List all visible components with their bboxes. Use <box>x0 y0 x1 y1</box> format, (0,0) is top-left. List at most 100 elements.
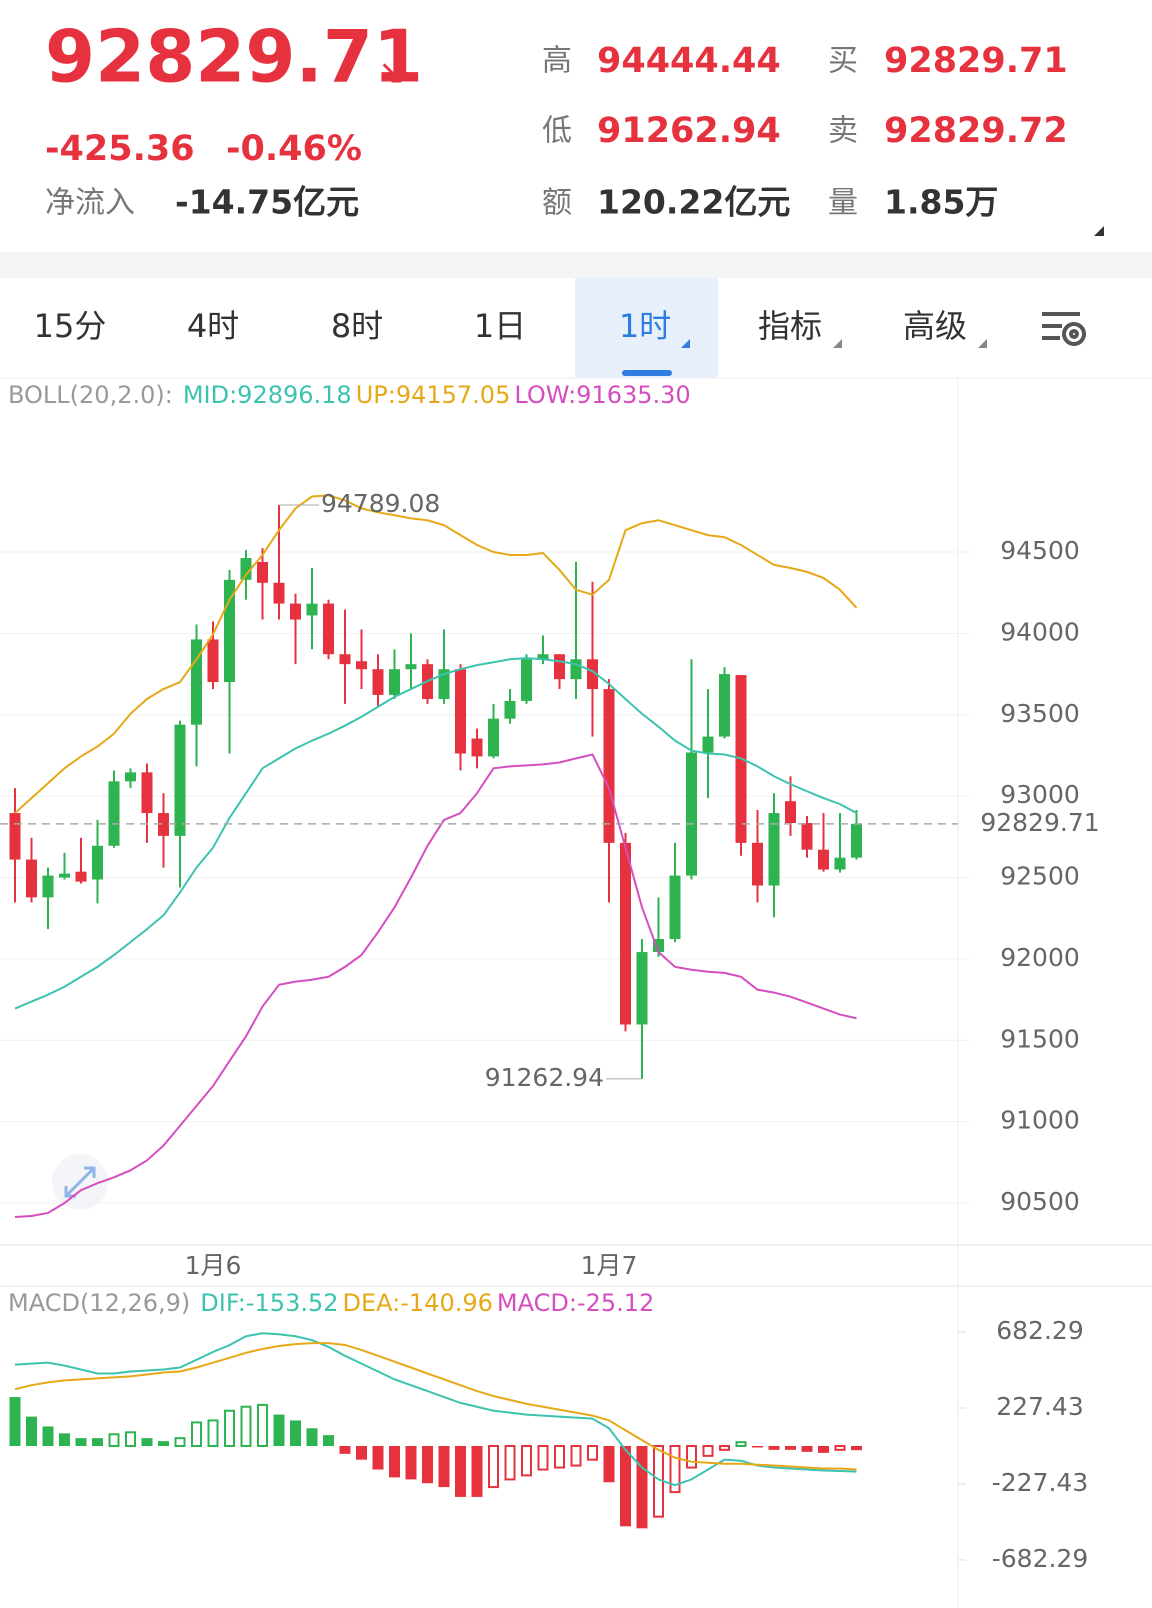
tab[interactable]: 高级 <box>903 307 967 345</box>
stat-value: 92829.71 <box>884 41 1068 81</box>
candle-body <box>273 582 285 604</box>
settings-icon[interactable] <box>1042 312 1086 346</box>
tab[interactable]: 8时 <box>331 307 383 345</box>
tab[interactable]: 15分 <box>34 307 107 345</box>
zoom-button[interactable] <box>52 1154 108 1210</box>
candle-body <box>686 752 697 876</box>
candle-body <box>59 873 70 878</box>
tab[interactable]: 指标 <box>758 307 822 345</box>
stat-value: 120.22亿元 <box>597 183 790 222</box>
x-tick-label: 1月6 <box>185 1251 242 1280</box>
macd-bar <box>75 1438 87 1446</box>
y-tick-label: 94500 <box>1000 536 1080 565</box>
stat-value: 92829.72 <box>884 111 1068 151</box>
candle-body <box>207 639 219 683</box>
y-tick-label: 91500 <box>1000 1024 1080 1053</box>
stat-value: 94444.44 <box>597 41 781 81</box>
stat-label: 额 <box>542 186 572 221</box>
macd-bar <box>389 1445 400 1478</box>
macd-bar <box>339 1445 351 1454</box>
candle-body <box>785 801 796 823</box>
macd-bar <box>669 1444 681 1494</box>
trend-arrow: ↘ <box>378 53 407 93</box>
candle-body <box>834 857 846 870</box>
macd-bar <box>108 1433 120 1447</box>
y-tick-label: -682.29 <box>992 1544 1089 1573</box>
macd-bar <box>818 1445 829 1453</box>
macd-bar <box>620 1445 631 1527</box>
legend-entry: MACD(12,26,9) <box>8 1289 190 1317</box>
candle-body <box>108 781 120 846</box>
candle-body <box>191 639 202 725</box>
macd-bar <box>752 1445 763 1448</box>
tab-caret <box>978 339 987 348</box>
candle-body <box>818 849 829 870</box>
y-tick-label: 94000 <box>1000 617 1080 646</box>
candle-body <box>339 654 351 665</box>
net-inflow-label: 净流入 <box>45 186 135 221</box>
indicator-line <box>14 1342 857 1471</box>
macd-bar <box>9 1397 21 1446</box>
candle-body <box>620 842 631 1025</box>
stat-value: 91262.94 <box>597 111 781 151</box>
stat-value: 1.85万 <box>884 183 998 222</box>
macd-bar <box>834 1444 846 1451</box>
candle-body <box>521 659 532 701</box>
macd-bar <box>521 1444 532 1477</box>
macd-bar <box>636 1445 648 1529</box>
tab[interactable]: 1日 <box>474 307 526 345</box>
candle-body <box>92 845 103 880</box>
expand-corner[interactable] <box>1094 226 1104 236</box>
y-tick-label: -227.43 <box>992 1468 1089 1497</box>
macd-bar <box>372 1445 384 1470</box>
macd-bar <box>191 1421 202 1447</box>
y-tick-label: 93500 <box>1000 699 1080 728</box>
macd-bar <box>257 1403 268 1447</box>
legend-entry: MACD:-25.12 <box>497 1289 654 1317</box>
macd-bar <box>125 1431 136 1447</box>
macd-bar <box>59 1433 70 1446</box>
candle-body <box>719 674 730 737</box>
separator-band <box>0 252 1152 278</box>
macd-bar <box>422 1445 433 1484</box>
active-tab-bg <box>575 278 718 378</box>
annotation-label: 91262.94 <box>485 1063 604 1092</box>
candle-body <box>653 939 664 953</box>
candle-body <box>603 689 615 843</box>
candle-body <box>405 664 417 670</box>
candle-body <box>9 813 21 860</box>
candle-body <box>768 813 780 886</box>
macd-bar <box>455 1445 466 1497</box>
stat-label: 买 <box>828 44 858 79</box>
macd-bar <box>405 1445 417 1480</box>
tab[interactable]: 4时 <box>187 307 239 345</box>
macd-bar <box>92 1438 103 1446</box>
macd-bar <box>768 1445 780 1450</box>
macd-bar <box>537 1444 549 1471</box>
candle-body <box>158 813 169 836</box>
last-price-box <box>962 805 1112 842</box>
tab-active[interactable]: 1时 <box>619 307 671 345</box>
indicator-line <box>14 657 857 1010</box>
macd-bar <box>240 1405 252 1447</box>
y-tick-label: 682.29 <box>996 1316 1083 1345</box>
candles <box>9 504 862 1079</box>
macd-bar <box>158 1441 169 1446</box>
legend-entry: LOW:91635.30 <box>514 381 690 409</box>
candle-body <box>257 561 268 583</box>
candle-body <box>504 700 516 719</box>
macd-bar <box>785 1445 796 1450</box>
candle-body <box>636 952 648 1025</box>
price: 92829.71 <box>45 15 423 99</box>
macd-bar <box>207 1419 219 1447</box>
tab-caret <box>833 339 842 348</box>
candle-body <box>125 772 136 782</box>
macd-bar <box>306 1428 318 1446</box>
candle-body <box>702 736 714 753</box>
candle-body <box>537 654 549 660</box>
y-tick-label: 90500 <box>1000 1187 1080 1216</box>
x-tick-label: 1月7 <box>581 1251 638 1280</box>
y-tick-label: 92000 <box>1000 943 1080 972</box>
candle-body <box>488 718 499 757</box>
change-pct: -0.46% <box>226 129 362 169</box>
